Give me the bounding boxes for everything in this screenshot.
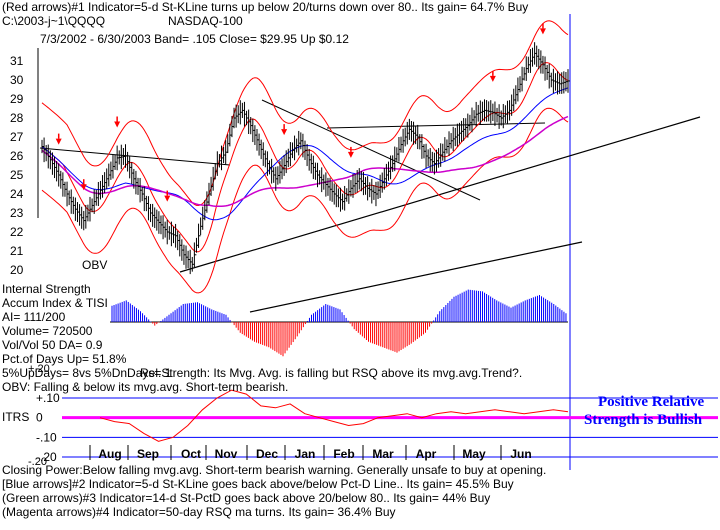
month-label: Mar — [372, 447, 394, 461]
price-tick-label: 27 — [10, 130, 24, 144]
internal-strength-label: Internal Strength — [2, 282, 91, 296]
ai-label: AI= 111/200 — [2, 310, 66, 324]
price-bars — [41, 42, 570, 275]
price-tick-label: 22 — [10, 225, 24, 239]
header-line-1: (Red arrows)#1 Indicator=5-d St-KLine tu… — [2, 0, 529, 14]
price-tick-label: 24 — [10, 187, 24, 201]
month-label: Dec — [256, 447, 278, 461]
volume-label: Volume= 720500 — [2, 324, 93, 338]
itrs-label: ITRS — [2, 410, 30, 424]
itrs-tick-m20-a: -.20 — [28, 456, 47, 468]
signal-arrows — [55, 23, 546, 202]
obv-text: OBV: Falling & below its mvg.avg. Short-… — [2, 380, 289, 394]
price-tick-label: 31 — [10, 54, 24, 68]
upper-band — [41, 20, 569, 207]
red-arrow-icon — [55, 138, 62, 145]
lower-band — [41, 107, 569, 294]
price-tick-label: 25 — [10, 168, 24, 182]
itrs-tick-label: -.20 — [36, 450, 57, 464]
month-label: Nov — [215, 447, 238, 461]
accum-index-label: Accum Index & TISI — [2, 296, 108, 310]
month-label: May — [462, 447, 486, 461]
accum-index-histogram — [110, 289, 568, 357]
itrs-tick-p20: +.20 — [28, 363, 50, 375]
price-tick-label: 30 — [10, 73, 24, 87]
red-arrow-icon — [114, 121, 121, 128]
red-arrow-icon — [164, 195, 171, 202]
month-label: Aug — [98, 447, 121, 461]
trendlines — [39, 99, 701, 313]
itrs-tick-label: -.10 — [36, 430, 57, 444]
red-arrow-icon — [80, 184, 87, 191]
itrs-tick-label: 0 — [36, 411, 43, 425]
annotation-line-2: Strength is Bullish — [584, 412, 703, 428]
footer-line-4: (Magenta arrows)#4 Indicator=50-day RSQ … — [2, 505, 396, 519]
footer-line-1: Closing Power:Below falling mvg.avg. Sho… — [2, 463, 547, 477]
month-label: Sep — [137, 447, 159, 461]
red-arrow-icon — [539, 28, 546, 35]
chart-frame — [37, 14, 571, 470]
red-arrow-icon — [347, 151, 354, 158]
itrs-tick-label: +.10 — [36, 391, 60, 405]
obv-label: OBV — [82, 258, 108, 272]
month-label: Jan — [295, 447, 316, 461]
price-tick-label: 20 — [10, 263, 24, 277]
trendline-1 — [39, 147, 231, 166]
header-index-name: NASDAQ-100 — [168, 14, 243, 28]
itrs-line — [99, 389, 569, 442]
vol-ratio-label: Vol/Vol 50 DA= 0.9 — [2, 338, 103, 352]
itrs-series — [99, 389, 569, 442]
footer-line-2: [Blue arrows]#2 Indicator=5-d St-KLine g… — [2, 477, 514, 491]
price-tick-label: 21 — [10, 244, 24, 258]
red-arrow-icon — [281, 129, 288, 136]
pct-up-label: Pct.of Days Up= 51.8% — [2, 352, 127, 366]
trendline-3 — [179, 116, 701, 273]
price-tick-label: 23 — [10, 206, 24, 220]
price-tick-label: 29 — [10, 92, 24, 106]
updays-label: 5%UpDays= 8vs 5%DnDays= 1 — [2, 366, 172, 380]
trendline-2 — [261, 99, 481, 201]
trendline-5 — [326, 122, 546, 129]
ma-magenta — [41, 115, 569, 208]
header-path: C:\2003-j~1\QQQQ — [2, 14, 106, 28]
red-arrow-icon — [489, 75, 496, 82]
month-label: Feb — [333, 447, 354, 461]
annotation-line-1: Positive Relative — [598, 394, 705, 410]
month-label: Oct — [181, 447, 201, 461]
month-label: Apr — [416, 447, 437, 461]
price-axis: 20 21 22 23 24 25 26 27 28 29 30 31 — [10, 54, 24, 277]
rel-strength-label: Rel.Strength: Its Mvg. Avg. is falling b… — [140, 366, 523, 380]
header-line-3: 7/3/2002 - 6/30/2003 Band= .105 Close= $… — [40, 32, 349, 46]
price-chart: 20 21 22 23 24 25 26 27 28 29 30 31 +.10 0 -.10 -.20 A… — [10, 14, 718, 470]
footer-line-3: (Green arrows)#3 Indicator=14-d St-PctD … — [2, 491, 491, 505]
price-tick-label: 26 — [10, 149, 24, 163]
trendline-4 — [249, 241, 583, 313]
month-axis: Aug Sep Oct Nov Dec Jan Feb Mar Apr May Jun — [89, 445, 532, 461]
month-label: Jun — [510, 447, 531, 461]
price-tick-label: 28 — [10, 111, 24, 125]
